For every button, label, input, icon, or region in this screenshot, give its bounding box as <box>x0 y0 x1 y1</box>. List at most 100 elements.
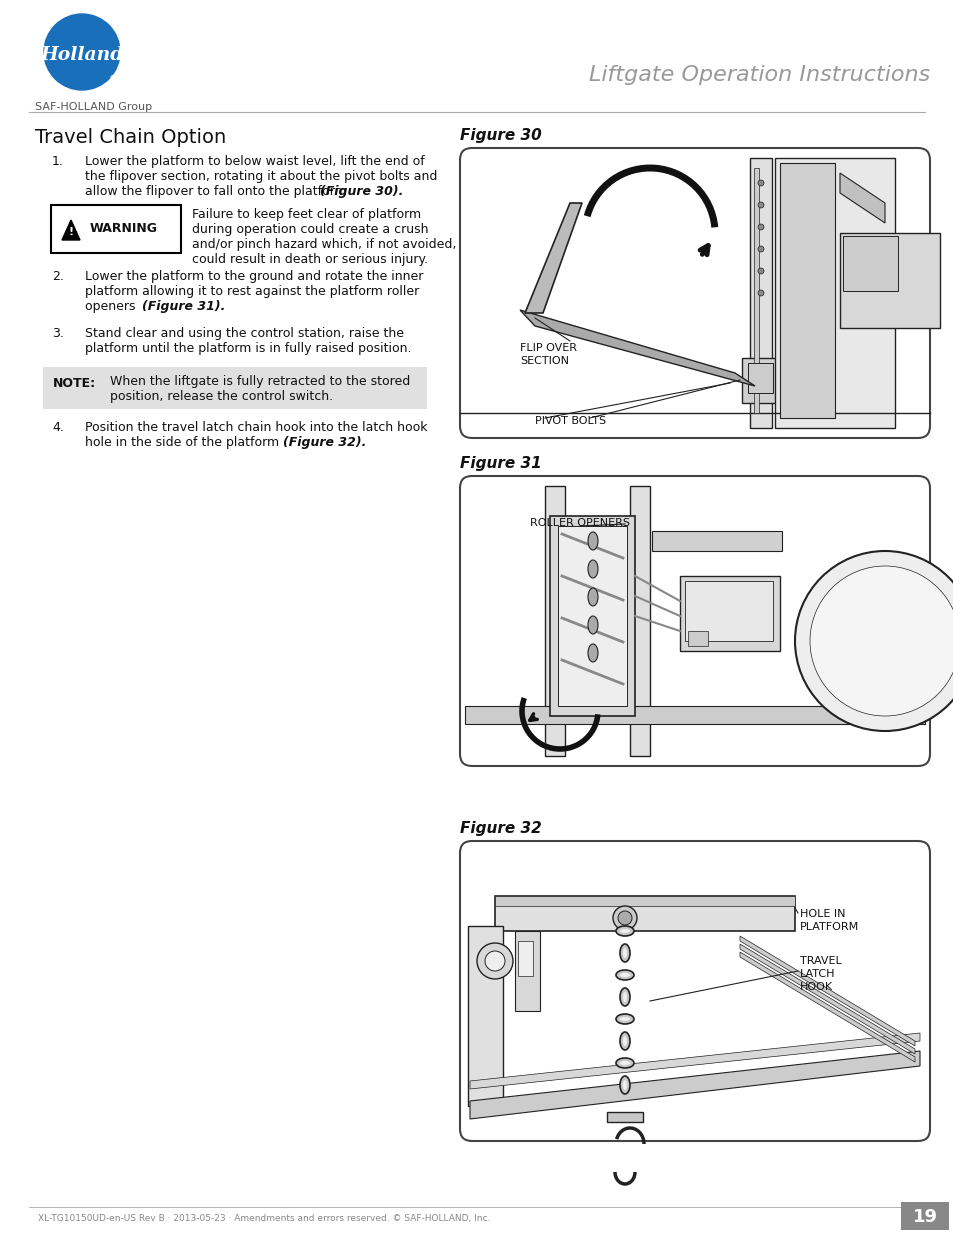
Bar <box>558 526 626 706</box>
Bar <box>780 163 834 417</box>
Polygon shape <box>470 1032 919 1089</box>
Circle shape <box>794 551 953 731</box>
Bar <box>495 897 794 931</box>
Bar <box>687 631 707 646</box>
Text: platform allowing it to rest against the platform roller: platform allowing it to rest against the… <box>85 285 418 298</box>
Text: 2.: 2. <box>52 270 64 283</box>
Text: PIVOT BOLTS: PIVOT BOLTS <box>535 416 605 426</box>
Bar <box>679 576 780 651</box>
Text: NOTE:: NOTE: <box>53 377 96 390</box>
Circle shape <box>758 246 763 252</box>
Text: (Figure 31).: (Figure 31). <box>142 300 225 312</box>
Circle shape <box>809 566 953 716</box>
Circle shape <box>484 951 504 971</box>
Bar <box>468 926 502 1107</box>
Text: the flipover section, rotating it about the pivot bolts and: the flipover section, rotating it about … <box>85 170 436 183</box>
Bar <box>753 168 759 412</box>
Bar <box>749 158 771 429</box>
Circle shape <box>476 944 513 979</box>
Text: openers: openers <box>85 300 139 312</box>
Ellipse shape <box>619 1061 629 1065</box>
Bar <box>461 844 927 1139</box>
Ellipse shape <box>619 988 629 1007</box>
Ellipse shape <box>619 973 629 977</box>
Bar <box>774 158 894 429</box>
Text: ®: ® <box>110 75 116 84</box>
Ellipse shape <box>619 944 629 962</box>
Text: !: ! <box>69 227 73 237</box>
Circle shape <box>44 14 120 90</box>
Text: 1.: 1. <box>52 156 64 168</box>
Text: SAF-HOLLAND Group: SAF-HOLLAND Group <box>35 103 152 112</box>
Ellipse shape <box>587 643 598 662</box>
Bar <box>550 516 635 716</box>
Circle shape <box>758 268 763 274</box>
Text: TRAVEL
LATCH
HOOK: TRAVEL LATCH HOOK <box>800 956 841 993</box>
Text: 3.: 3. <box>52 327 64 340</box>
Circle shape <box>758 180 763 186</box>
Polygon shape <box>740 952 914 1062</box>
Ellipse shape <box>616 1058 634 1068</box>
Ellipse shape <box>587 616 598 634</box>
Polygon shape <box>740 944 914 1053</box>
Bar <box>684 580 772 641</box>
Circle shape <box>758 224 763 230</box>
Bar <box>741 358 781 403</box>
Ellipse shape <box>587 559 598 578</box>
Bar <box>495 897 794 906</box>
Text: position, release the control switch.: position, release the control switch. <box>110 390 333 403</box>
Ellipse shape <box>622 992 626 1002</box>
Text: (Figure 30).: (Figure 30). <box>319 185 403 198</box>
Text: (Figure 32).: (Figure 32). <box>283 436 366 450</box>
Ellipse shape <box>622 948 626 958</box>
Circle shape <box>758 203 763 207</box>
Bar <box>651 531 781 551</box>
Text: Travel Chain Option: Travel Chain Option <box>35 128 226 147</box>
Polygon shape <box>470 1051 919 1119</box>
Text: XL-TG10150UD-en-US Rev B · 2013-05-23 · Amendments and errors reserved. © SAF-HO: XL-TG10150UD-en-US Rev B · 2013-05-23 · … <box>38 1214 490 1223</box>
FancyBboxPatch shape <box>43 367 427 409</box>
Text: Lower the platform to below waist level, lift the end of: Lower the platform to below waist level,… <box>85 156 424 168</box>
Bar <box>606 1112 642 1123</box>
Ellipse shape <box>616 969 634 981</box>
Circle shape <box>758 290 763 296</box>
Text: and/or pinch hazard which, if not avoided,: and/or pinch hazard which, if not avoide… <box>192 238 456 251</box>
Bar <box>544 487 564 756</box>
Text: When the liftgate is fully retracted to the stored: When the liftgate is fully retracted to … <box>110 375 410 388</box>
Text: Holland: Holland <box>40 46 124 64</box>
Text: platform until the platform is in fully raised position.: platform until the platform is in fully … <box>85 342 411 354</box>
Circle shape <box>618 911 631 925</box>
Ellipse shape <box>619 929 629 932</box>
Ellipse shape <box>619 1016 629 1021</box>
Bar <box>900 1202 948 1230</box>
Text: 19: 19 <box>911 1208 937 1226</box>
Text: Lower the platform to the ground and rotate the inner: Lower the platform to the ground and rot… <box>85 270 423 283</box>
Bar <box>840 233 939 329</box>
Text: 4.: 4. <box>52 421 64 433</box>
Bar <box>461 478 927 764</box>
Polygon shape <box>840 173 884 224</box>
Text: could result in death or serious injury.: could result in death or serious injury. <box>192 253 428 266</box>
Ellipse shape <box>616 926 634 936</box>
Text: FLIP OVER
SECTION: FLIP OVER SECTION <box>519 343 577 367</box>
Bar <box>464 706 924 724</box>
Text: Position the travel latch chain hook into the latch hook: Position the travel latch chain hook int… <box>85 421 427 433</box>
Polygon shape <box>519 310 754 387</box>
Ellipse shape <box>616 1014 634 1024</box>
Text: Figure 31: Figure 31 <box>459 456 541 471</box>
Ellipse shape <box>587 532 598 550</box>
Text: ROLLER OPENERS: ROLLER OPENERS <box>530 517 629 529</box>
Text: Figure 32: Figure 32 <box>459 821 541 836</box>
Text: during operation could create a crush: during operation could create a crush <box>192 224 428 236</box>
Ellipse shape <box>619 1076 629 1094</box>
Bar <box>461 149 927 436</box>
Text: WARNING: WARNING <box>90 222 158 236</box>
FancyBboxPatch shape <box>459 841 929 1141</box>
Text: HOLE IN
PLATFORM: HOLE IN PLATFORM <box>800 909 859 932</box>
FancyBboxPatch shape <box>459 148 929 438</box>
Ellipse shape <box>587 588 598 606</box>
Polygon shape <box>524 203 581 312</box>
Bar <box>515 931 539 1011</box>
Circle shape <box>613 906 637 930</box>
Text: hole in the side of the platform: hole in the side of the platform <box>85 436 283 450</box>
